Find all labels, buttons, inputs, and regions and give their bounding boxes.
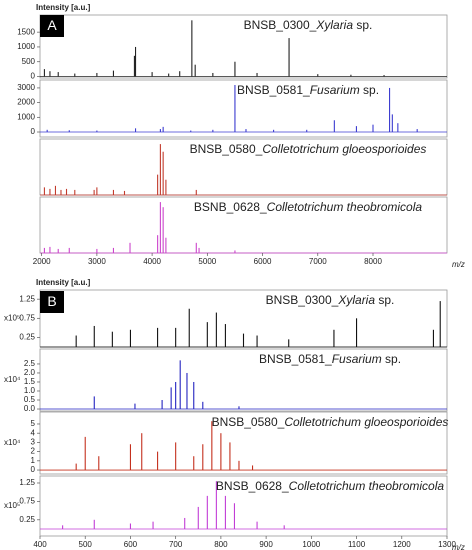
spectrum-title: BNSB_0580_Colletotrichum gloeosporioides bbox=[190, 142, 427, 156]
title-part: BNSB_0628_ bbox=[216, 479, 289, 493]
x-tick-label: 5000 bbox=[198, 257, 216, 266]
panel-label: A bbox=[47, 17, 57, 33]
plot-frame bbox=[39, 475, 448, 537]
title-part: Fusarium bbox=[332, 352, 382, 366]
x-axis-label: m/z bbox=[452, 260, 465, 269]
y-tick-label: 1.0 bbox=[24, 386, 36, 395]
spectrum-title: BNSB_0300_Xylaria sp. bbox=[244, 18, 373, 32]
y-tick-label: 2.0 bbox=[24, 368, 36, 377]
plot-frame bbox=[39, 348, 448, 412]
spectrum-title: BNSB_0628_Colletotrichum theobromicola bbox=[216, 479, 444, 493]
y-tick-label: 0.75 bbox=[19, 313, 35, 322]
y-axis-label: Intensity [a.u.] bbox=[36, 3, 91, 12]
x-tick-label: 4000 bbox=[143, 257, 161, 266]
y-tick-label: 1500 bbox=[17, 27, 35, 36]
y-axis-label: Intensity [a.u.] bbox=[36, 278, 91, 287]
y-tick-label: 0.75 bbox=[19, 497, 35, 506]
title-part: Colletotrichum gloeosporioides bbox=[262, 142, 426, 156]
y-tick-label: 2000 bbox=[17, 98, 35, 107]
spectrum-title: BSNB_0628_Colletotrichum theobromicola bbox=[194, 200, 422, 214]
y-tick-label: 5 bbox=[31, 419, 36, 428]
title-part: Colletotrichum theobromicola bbox=[267, 200, 423, 214]
x-tick-label: 6000 bbox=[254, 257, 272, 266]
x-tick-label: 900 bbox=[259, 540, 273, 549]
x-tick-label: 1100 bbox=[348, 540, 366, 549]
panel-badge bbox=[40, 15, 64, 37]
y-tick-label: 0 bbox=[31, 465, 36, 474]
x-tick-label: 7000 bbox=[309, 257, 327, 266]
spectrum-title: BNSB_0580_Colletotrichum gloeosporioides bbox=[212, 415, 449, 429]
y-tick-label: 3000 bbox=[17, 83, 35, 92]
y-multiplier: x10⁴ bbox=[4, 438, 21, 447]
title-part: BNSB_0300_ bbox=[266, 293, 339, 307]
y-tick-label: 2 bbox=[31, 447, 36, 456]
y-multiplier: x10⁴ bbox=[4, 375, 21, 384]
y-tick-label: 4 bbox=[31, 428, 36, 437]
y-multiplier: x10⁵ bbox=[4, 501, 20, 510]
spectrum-title: BNSB_0300_Xylaria sp. bbox=[266, 293, 395, 307]
panel-label: B bbox=[47, 293, 56, 309]
title-part: BNSB_0581_ bbox=[237, 83, 310, 97]
title-part: sp. bbox=[375, 293, 394, 307]
x-tick-label: 8000 bbox=[364, 257, 382, 266]
title-part: BNSB_0581_ bbox=[259, 352, 332, 366]
y-tick-label: 0.25 bbox=[19, 333, 35, 342]
y-tick-label: 1.5 bbox=[24, 377, 36, 386]
y-tick-label: 2.5 bbox=[24, 359, 36, 368]
x-tick-label: 1200 bbox=[393, 540, 411, 549]
y-multiplier: x10⁵ bbox=[4, 314, 20, 323]
plot-frame bbox=[39, 79, 448, 138]
title-part: Xylaria bbox=[337, 293, 375, 307]
title-part: sp. bbox=[353, 18, 372, 32]
x-tick-label: 2000 bbox=[33, 257, 51, 266]
y-tick-label: 1.25 bbox=[19, 478, 35, 487]
title-part: Colletotrichum theobromicola bbox=[289, 479, 445, 493]
x-tick-label: 400 bbox=[33, 540, 47, 549]
x-tick-label: 1300 bbox=[438, 540, 456, 549]
plot-frame bbox=[39, 14, 448, 79]
y-tick-label: 0 bbox=[31, 127, 36, 136]
x-tick-label: 1000 bbox=[302, 540, 320, 549]
title-part: BSNB_0628_ bbox=[194, 200, 267, 214]
title-part: Colletotrichum gloeosporioides bbox=[284, 415, 448, 429]
title-part: Fusarium bbox=[310, 83, 360, 97]
plot-frame bbox=[39, 411, 448, 475]
title-part: sp. bbox=[382, 352, 401, 366]
title-part: BNSB_0580_ bbox=[212, 415, 285, 429]
y-tick-label: 1 bbox=[31, 456, 36, 465]
y-tick-label: 0.0 bbox=[24, 404, 36, 413]
spectrum-title: BNSB_0581_Fusarium sp. bbox=[259, 352, 401, 366]
y-tick-label: 500 bbox=[22, 57, 36, 66]
title-part: BNSB_0580_ bbox=[190, 142, 263, 156]
title-part: sp. bbox=[360, 83, 379, 97]
y-tick-label: 0.25 bbox=[19, 515, 35, 524]
title-part: BNSB_0300_ bbox=[244, 18, 317, 32]
x-tick-label: 600 bbox=[124, 540, 138, 549]
panel-badge bbox=[40, 291, 64, 313]
spectrum-title: BNSB_0581_Fusarium sp. bbox=[237, 83, 379, 97]
y-tick-label: 0.5 bbox=[24, 395, 36, 404]
y-tick-label: 1000 bbox=[17, 112, 35, 121]
y-tick-label: 1.25 bbox=[19, 294, 35, 303]
x-tick-label: 800 bbox=[214, 540, 228, 549]
y-tick-label: 1000 bbox=[17, 42, 35, 51]
y-tick-label: 0 bbox=[31, 72, 36, 81]
x-tick-label: 700 bbox=[169, 540, 183, 549]
y-tick-label: 3 bbox=[31, 438, 36, 447]
x-tick-label: 500 bbox=[79, 540, 93, 549]
x-axis-label: m/z bbox=[452, 543, 465, 550]
title-part: Xylaria bbox=[315, 18, 353, 32]
x-tick-label: 3000 bbox=[88, 257, 106, 266]
